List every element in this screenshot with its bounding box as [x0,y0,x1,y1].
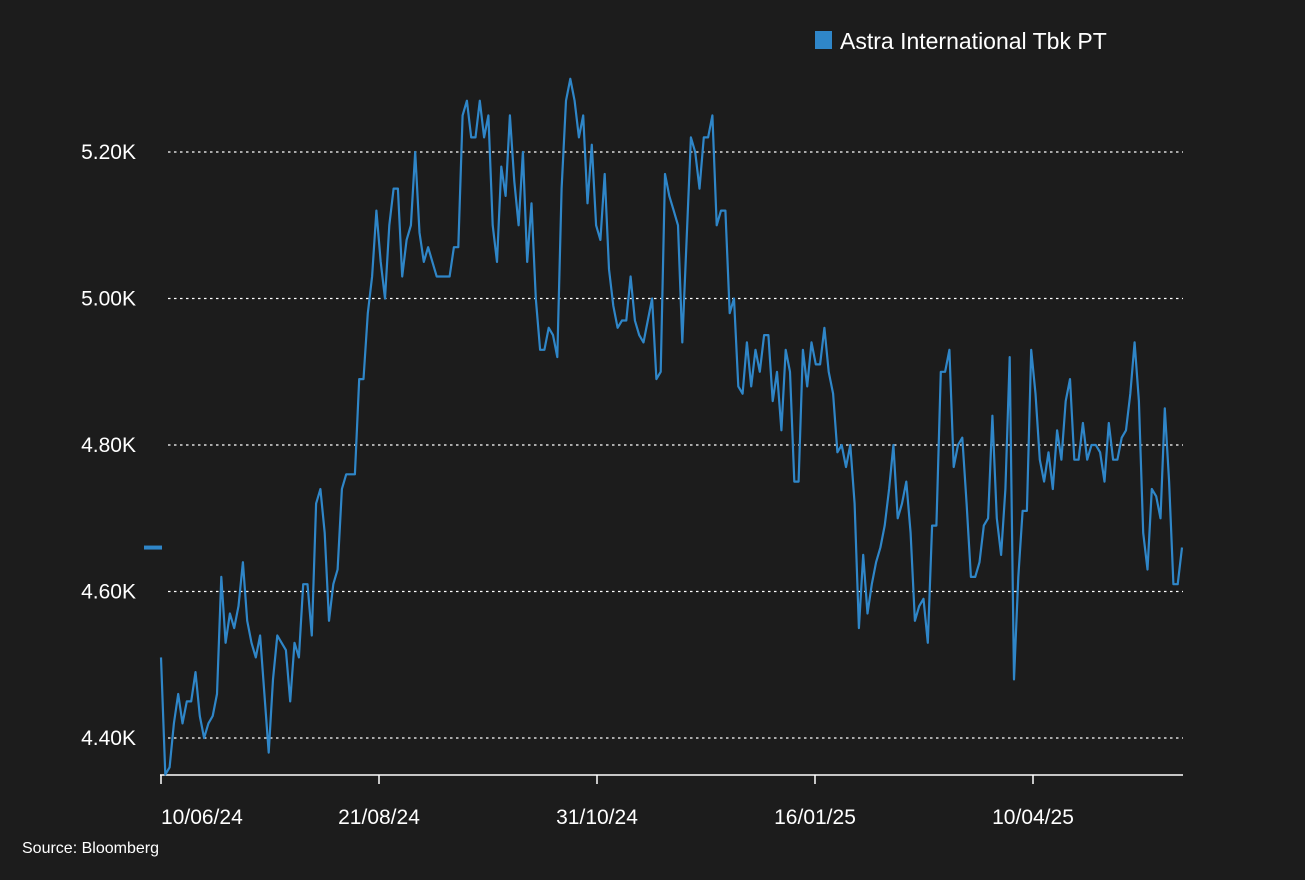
x-axis-ticks: 10/06/24 21/08/24 31/10/24 16/01/25 10/04/25 [160,775,1074,829]
legend-swatch [815,31,832,49]
x-tick-label: 21/08/24 [338,806,420,829]
y-tick-label: 4.60K [81,581,136,604]
last-value-marker [144,545,162,550]
y-tick-label: 5.20K [81,141,136,164]
series-line-astra [159,77,1184,776]
source-note: Source: Bloomberg [22,840,159,857]
gridlines [168,151,1183,739]
legend: Astra International Tbk PT [815,28,1107,54]
y-axis: 4.40K 4.60K 4.80K 5.00K 5.20K [81,141,136,750]
x-tick-label: 31/10/24 [556,806,638,829]
x-tick-label: 10/06/24 [161,806,243,829]
x-tick-label: 16/01/25 [774,806,856,829]
legend-label: Astra International Tbk PT [840,28,1107,54]
y-tick-label: 5.00K [81,288,136,311]
y-tick-label: 4.40K [81,727,136,750]
x-tick-label: 10/04/25 [992,806,1074,829]
y-tick-label: 4.80K [81,434,136,457]
